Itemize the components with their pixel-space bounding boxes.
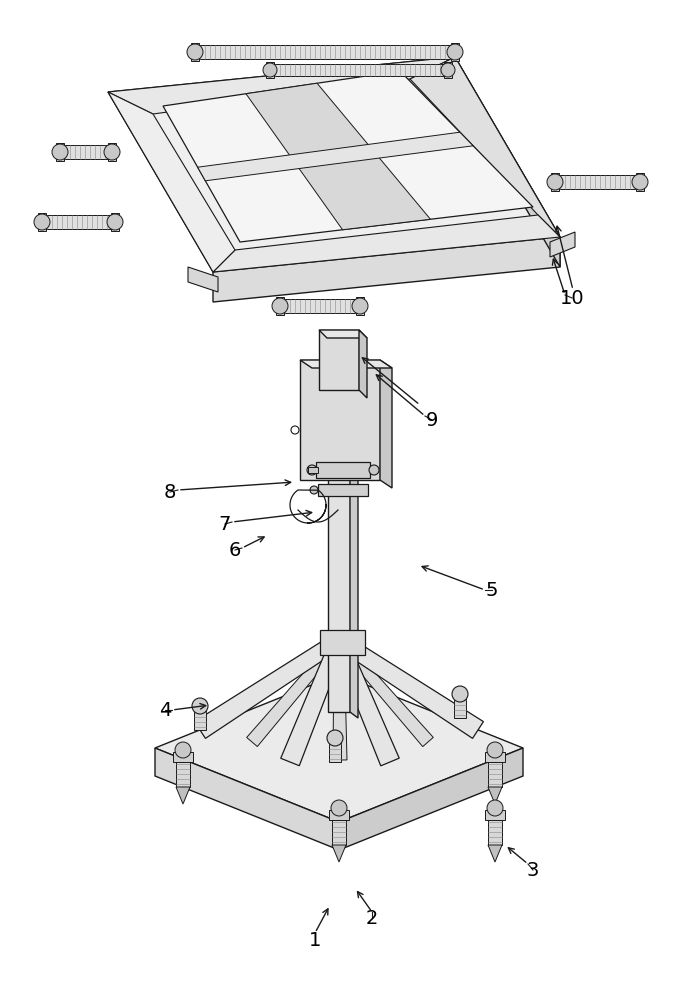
Text: 5: 5 — [485, 580, 498, 599]
Polygon shape — [270, 64, 448, 76]
Circle shape — [327, 730, 343, 746]
Polygon shape — [551, 173, 559, 191]
Circle shape — [632, 174, 648, 190]
Polygon shape — [332, 845, 346, 862]
Polygon shape — [455, 57, 560, 267]
Text: 4: 4 — [159, 700, 171, 720]
Polygon shape — [108, 57, 560, 272]
Polygon shape — [188, 267, 218, 292]
Polygon shape — [108, 143, 116, 161]
Circle shape — [307, 465, 317, 475]
Circle shape — [187, 44, 203, 60]
Polygon shape — [335, 633, 483, 738]
Polygon shape — [356, 297, 364, 315]
Polygon shape — [300, 360, 392, 368]
Polygon shape — [350, 395, 358, 718]
Polygon shape — [410, 57, 560, 237]
Circle shape — [547, 174, 563, 190]
Polygon shape — [176, 762, 190, 787]
Circle shape — [369, 465, 379, 475]
Text: 1: 1 — [308, 930, 321, 950]
Polygon shape — [329, 742, 341, 762]
Polygon shape — [155, 674, 523, 822]
Polygon shape — [60, 145, 112, 159]
Polygon shape — [550, 232, 575, 257]
Polygon shape — [319, 330, 359, 390]
Circle shape — [34, 214, 50, 230]
Polygon shape — [488, 845, 502, 862]
Polygon shape — [194, 710, 206, 730]
Circle shape — [352, 298, 368, 314]
Polygon shape — [198, 132, 473, 181]
Polygon shape — [339, 748, 523, 850]
Polygon shape — [485, 810, 505, 820]
Polygon shape — [38, 213, 46, 231]
Text: 10: 10 — [559, 288, 584, 308]
Polygon shape — [56, 143, 64, 161]
Polygon shape — [281, 637, 346, 766]
Circle shape — [107, 214, 123, 230]
Polygon shape — [451, 43, 459, 61]
Text: 2: 2 — [366, 908, 378, 928]
Polygon shape — [328, 395, 350, 712]
Polygon shape — [333, 640, 347, 760]
Text: 7: 7 — [219, 514, 231, 534]
Polygon shape — [108, 92, 235, 272]
Polygon shape — [320, 630, 365, 655]
Circle shape — [447, 44, 463, 60]
Circle shape — [52, 144, 68, 160]
Polygon shape — [444, 62, 452, 78]
Polygon shape — [380, 360, 392, 488]
Polygon shape — [318, 484, 368, 496]
Polygon shape — [195, 45, 455, 59]
Circle shape — [175, 742, 191, 758]
Polygon shape — [195, 633, 343, 738]
Polygon shape — [488, 820, 502, 845]
Polygon shape — [488, 762, 502, 787]
Polygon shape — [308, 467, 318, 473]
Polygon shape — [276, 297, 284, 315]
Polygon shape — [332, 820, 346, 845]
Polygon shape — [213, 237, 560, 302]
Polygon shape — [329, 810, 349, 820]
Polygon shape — [359, 330, 367, 398]
Polygon shape — [316, 462, 370, 478]
Polygon shape — [155, 748, 339, 850]
Text: 8: 8 — [164, 483, 176, 502]
Polygon shape — [246, 83, 431, 230]
Circle shape — [310, 486, 318, 494]
Polygon shape — [191, 43, 199, 61]
Circle shape — [272, 298, 288, 314]
Polygon shape — [176, 787, 190, 804]
Polygon shape — [300, 360, 380, 480]
Text: 3: 3 — [527, 860, 539, 880]
Polygon shape — [42, 215, 115, 229]
Polygon shape — [163, 71, 533, 242]
Circle shape — [263, 63, 277, 77]
Polygon shape — [173, 752, 193, 762]
Text: 9: 9 — [426, 410, 438, 430]
Polygon shape — [485, 752, 505, 762]
Text: 6: 6 — [228, 540, 241, 560]
Circle shape — [487, 800, 503, 816]
Polygon shape — [488, 787, 502, 804]
Polygon shape — [266, 62, 274, 78]
Polygon shape — [555, 175, 640, 189]
Circle shape — [331, 800, 347, 816]
Polygon shape — [213, 215, 560, 272]
Circle shape — [104, 144, 120, 160]
Circle shape — [441, 63, 455, 77]
Polygon shape — [454, 698, 466, 718]
Polygon shape — [111, 213, 119, 231]
Circle shape — [487, 742, 503, 758]
Polygon shape — [108, 57, 455, 114]
Polygon shape — [280, 299, 360, 313]
Circle shape — [192, 698, 208, 714]
Polygon shape — [319, 330, 367, 338]
Circle shape — [452, 686, 468, 702]
Polygon shape — [247, 637, 343, 747]
Polygon shape — [335, 637, 433, 747]
Polygon shape — [636, 173, 644, 191]
Polygon shape — [332, 637, 399, 766]
